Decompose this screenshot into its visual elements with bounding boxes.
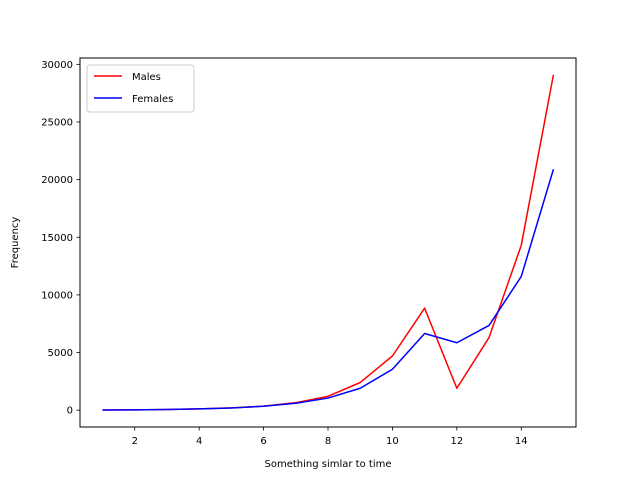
y-tick-label: 30000	[41, 60, 73, 71]
data-point-males-13	[488, 337, 490, 339]
data-point-females-5	[231, 407, 233, 409]
data-point-females-12	[456, 342, 458, 344]
data-point-females-14	[520, 276, 522, 278]
data-point-females-4	[198, 408, 200, 410]
data-point-females-8	[327, 397, 329, 399]
y-tick-label: 0	[67, 406, 73, 417]
data-point-males-9	[359, 382, 361, 384]
x-tick-label: 6	[260, 436, 266, 447]
x-tick-label: 14	[515, 436, 528, 447]
data-point-males-8	[327, 396, 329, 398]
x-axis-label: Something simlar to time	[265, 459, 392, 470]
legend: Males Females	[86, 64, 195, 113]
data-point-females-3	[166, 409, 168, 411]
data-point-females-6	[263, 405, 265, 407]
plot-layer	[102, 74, 555, 411]
x-tick-label: 4	[196, 436, 202, 447]
legend-label-females: Females	[132, 94, 173, 105]
data-point-females-13	[488, 325, 490, 327]
data-point-males-12	[456, 387, 458, 389]
x-tick-label: 2	[132, 436, 138, 447]
data-point-females-1	[102, 409, 104, 411]
y-tick-label: 10000	[41, 290, 73, 301]
data-point-females-9	[359, 387, 361, 389]
data-point-males-11	[424, 307, 426, 309]
data-point-females-15	[553, 168, 555, 170]
x-tick-label: 8	[325, 436, 331, 447]
data-point-males-10	[392, 355, 394, 357]
y-tick-label: 25000	[41, 117, 73, 128]
data-point-males-14	[520, 245, 522, 247]
data-point-females-10	[392, 368, 394, 370]
y-tick-label: 20000	[41, 175, 73, 186]
y-axis-label: Frequency	[10, 217, 21, 269]
data-point-females-2	[134, 409, 136, 411]
x-tick-label: 12	[450, 436, 463, 447]
legend-label-males: Males	[132, 72, 161, 83]
x-tick-label: 10	[386, 436, 399, 447]
data-point-females-7	[295, 402, 297, 404]
y-tick-label: 15000	[41, 233, 73, 244]
series-line-females	[102, 169, 555, 411]
data-point-females-11	[424, 333, 426, 335]
y-tick-label: 5000	[48, 348, 73, 359]
data-point-males-15	[553, 74, 555, 76]
axis-ticks: 2 4 6 8 10 12 14 0 5000 10000 15000 20000 25000 30000	[41, 60, 527, 447]
